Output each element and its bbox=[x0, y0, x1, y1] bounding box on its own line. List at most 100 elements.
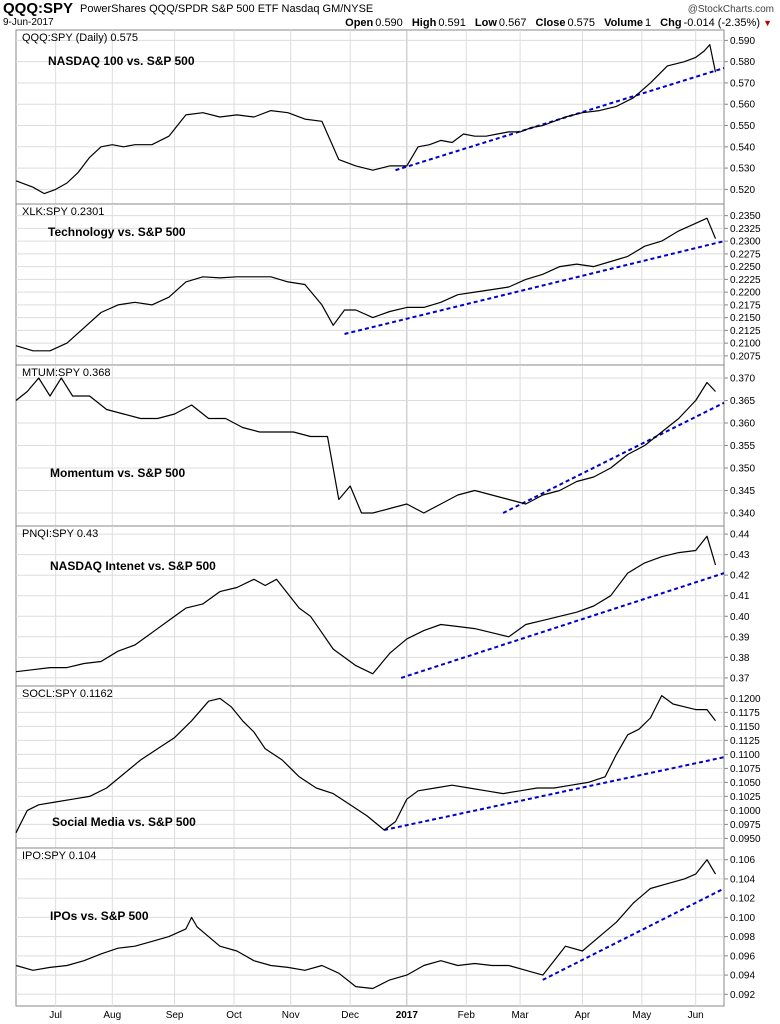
y-tick-label: 0.1125 bbox=[730, 736, 760, 747]
y-tick-label: 0.2175 bbox=[730, 300, 761, 311]
panel-frame bbox=[15, 29, 725, 205]
y-tick-label: 0.094 bbox=[730, 971, 755, 982]
y-tick-label: 0.2075 bbox=[730, 351, 761, 362]
panel-1: 0.590 0.580 0.570 0.560 0.550 0.540 0.530 0.520… bbox=[15, 29, 755, 219]
y-tick-label: 0.092 bbox=[730, 990, 755, 1001]
y-tick-label: 0.2200 bbox=[730, 288, 761, 299]
low-label: Low bbox=[474, 17, 497, 29]
y-tick-label: 0.2275 bbox=[730, 249, 761, 260]
y-tick-label: 0.41 bbox=[730, 591, 750, 602]
y-tick-label: 0.520 bbox=[730, 185, 755, 196]
trend-line bbox=[344, 240, 725, 335]
panel-frame bbox=[15, 525, 725, 687]
close-value: 0.575 bbox=[567, 17, 595, 29]
panel-label: XLK:SPY 0.2301 bbox=[22, 206, 104, 218]
y-tick-label: 0.1100 bbox=[730, 750, 760, 761]
symbol-title: QQQ:SPY bbox=[3, 0, 74, 17]
chart-header: QQQ:SPY PowerShares QQQ/SPDR S&P 500 ETF… bbox=[0, 0, 780, 30]
y-tick-label: 0.2225 bbox=[730, 275, 761, 286]
y-tick-label: 0.44 bbox=[730, 530, 750, 541]
panel-title: NASDAQ 100 vs. S&P 500 bbox=[48, 54, 195, 68]
x-tick-label: Jun bbox=[688, 1010, 704, 1021]
panel-5: 0.1200 0.1175 0.1150 0.1125 0.1100 0.1075 0.10… bbox=[15, 685, 761, 849]
x-tick-label: Mar bbox=[511, 1010, 529, 1021]
y-tick-label: 0.42 bbox=[730, 571, 750, 582]
y-tick-label: 0.560 bbox=[730, 100, 755, 111]
y-tick-label: 0.540 bbox=[730, 142, 755, 153]
y-tick-label: 0.37 bbox=[730, 673, 750, 684]
panel-title: NASDAQ Intenet vs. S&P 500 bbox=[50, 559, 216, 573]
series-line bbox=[15, 217, 717, 352]
panel-frame bbox=[15, 847, 725, 1007]
trend-line bbox=[502, 401, 725, 514]
chg-value: -0.014 (-2.35%) bbox=[683, 17, 760, 29]
panel-label: MTUM:SPY 0.368 bbox=[22, 367, 110, 379]
ohlc-readout: Open 0.590 High 0.591 Low 0.567 Close 0.575 … bbox=[339, 17, 760, 29]
panel-title: Social Media vs. S&P 500 bbox=[52, 815, 196, 829]
x-tick-label: Oct bbox=[226, 1010, 242, 1021]
y-tick-label: 0.590 bbox=[730, 36, 755, 47]
y-tick-label: 0.365 bbox=[730, 396, 755, 407]
y-tick-label: 0.38 bbox=[730, 653, 750, 664]
close-label: Close bbox=[535, 17, 566, 29]
y-tick-label: 0.570 bbox=[730, 78, 755, 89]
y-tick-label: 0.1075 bbox=[730, 764, 761, 775]
y-tick-label: 0.530 bbox=[730, 164, 755, 175]
y-tick-label: 0.2350 bbox=[730, 211, 761, 222]
y-tick-label: 0.0975 bbox=[730, 820, 761, 831]
y-tick-label: 0.2125 bbox=[730, 326, 761, 337]
y-tick-label: 0.580 bbox=[730, 57, 755, 68]
low-value: 0.567 bbox=[498, 17, 527, 29]
source-credit: @StockCharts.com bbox=[687, 4, 774, 15]
y-tick-label: 0.1025 bbox=[730, 792, 761, 803]
y-tick-label: 0.0950 bbox=[730, 834, 761, 845]
y-tick-label: 0.104 bbox=[730, 874, 755, 885]
open-label: Open bbox=[345, 17, 374, 29]
volume-label: Volume bbox=[604, 17, 643, 29]
panel-label: SOCL:SPY 0.1162 bbox=[22, 688, 113, 700]
panel-label: PNQI:SPY 0.43 bbox=[22, 528, 98, 540]
y-tick-label: 0.350 bbox=[730, 464, 755, 475]
y-tick-label: 0.106 bbox=[730, 855, 755, 866]
open-value: 0.590 bbox=[375, 17, 403, 29]
panel-4: 0.44 0.43 0.42 0.41 0.40 0.39 0.38 0.37 PNQI:SPY… bbox=[15, 525, 750, 687]
y-tick-label: 0.370 bbox=[730, 374, 755, 385]
x-tick-label: Apr bbox=[575, 1010, 591, 1021]
series-line bbox=[15, 377, 716, 514]
panel-title: IPOs vs. S&P 500 bbox=[50, 909, 149, 923]
x-tick-label: Dec bbox=[341, 1010, 359, 1021]
series-line bbox=[15, 535, 717, 675]
trend-line bbox=[395, 67, 725, 172]
y-tick-label: 0.1000 bbox=[730, 806, 761, 817]
chg-label: Chg bbox=[660, 17, 682, 29]
x-tick-label: Jul bbox=[49, 1010, 62, 1021]
y-tick-label: 0.096 bbox=[730, 951, 755, 962]
y-tick-label: 0.098 bbox=[730, 932, 755, 943]
x-tick-label: Feb bbox=[458, 1010, 476, 1021]
panel-title: Momentum vs. S&P 500 bbox=[50, 466, 185, 480]
panel-frame bbox=[15, 203, 725, 366]
panel-title: Technology vs. S&P 500 bbox=[48, 225, 186, 239]
y-tick-label: 0.2150 bbox=[730, 313, 761, 324]
y-tick-label: 0.1175 bbox=[730, 708, 760, 719]
y-tick-label: 0.40 bbox=[730, 612, 750, 623]
y-tick-label: 0.2250 bbox=[730, 262, 761, 273]
panel-6: 0.106 0.104 0.102 0.100 0.098 0.096 0.094 0.092… bbox=[15, 847, 755, 1021]
series-line bbox=[15, 694, 716, 834]
trend-line bbox=[383, 756, 725, 831]
series-line bbox=[15, 859, 717, 990]
y-tick-label: 0.1200 bbox=[730, 694, 761, 705]
panel-frame bbox=[15, 685, 725, 849]
x-tick-label: Nov bbox=[282, 1010, 300, 1021]
trend-line bbox=[542, 887, 725, 981]
y-tick-label: 0.39 bbox=[730, 632, 750, 643]
y-tick-label: 0.102 bbox=[730, 894, 755, 905]
volume-value: 1 bbox=[644, 17, 652, 29]
trend-line bbox=[400, 572, 725, 679]
y-tick-label: 0.550 bbox=[730, 121, 755, 132]
x-tick-label: Aug bbox=[103, 1010, 121, 1021]
symbol-description: PowerShares QQQ/SPDR S&P 500 ETF Nasdaq … bbox=[80, 3, 374, 15]
high-value: 0.591 bbox=[438, 17, 466, 29]
